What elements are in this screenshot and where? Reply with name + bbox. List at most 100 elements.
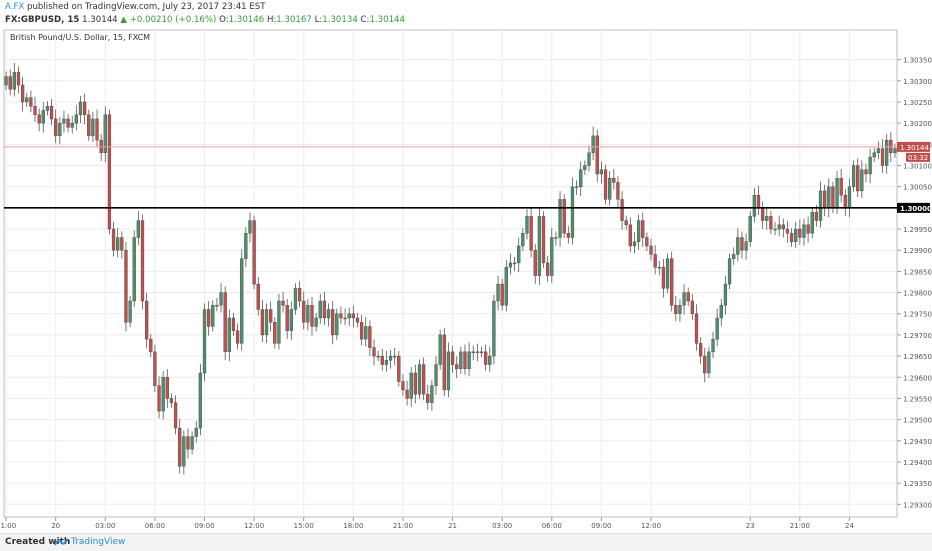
- candle-body: [616, 182, 620, 200]
- y-tick-label: 1.29350: [903, 480, 932, 488]
- author-link[interactable]: A.FX: [5, 2, 25, 12]
- candle-body: [153, 351, 157, 386]
- high-label: H:: [266, 15, 277, 25]
- y-tick-label: 1.30100: [903, 163, 932, 171]
- candle-body: [4, 76, 8, 86]
- candle-body: [781, 224, 785, 230]
- candle-body: [612, 178, 616, 183]
- candle-body: [144, 300, 149, 340]
- candle-body: [628, 224, 632, 247]
- symbol-label: FX:GBPUSD, 15: [5, 15, 80, 25]
- candle-body: [657, 266, 661, 269]
- close-label: C:: [360, 15, 370, 25]
- candle-body: [335, 313, 339, 336]
- candle-body: [496, 283, 500, 302]
- candle-body: [546, 262, 550, 276]
- candle-body: [521, 233, 525, 247]
- candle-body: [794, 228, 798, 242]
- change-value: +0.00210 (+0.16%): [129, 15, 217, 25]
- candle-body: [872, 152, 876, 158]
- candle-body: [169, 398, 174, 403]
- y-tick-label: 1.30250: [903, 99, 932, 107]
- y-tick-label: 1.29500: [903, 417, 932, 425]
- x-tick-label: 03:00: [492, 522, 512, 530]
- candle-body: [690, 300, 695, 314]
- candle-body: [760, 207, 765, 221]
- candle-body: [409, 372, 413, 399]
- candle-body: [120, 237, 124, 251]
- candle-body: [211, 305, 215, 327]
- candle-body: [326, 309, 331, 319]
- candle-body: [479, 351, 484, 354]
- candle-body: [880, 148, 885, 166]
- candle-body: [198, 372, 203, 429]
- x-tick-label: 21:00: [790, 522, 810, 530]
- candle-body: [533, 250, 537, 276]
- candle-body: [450, 351, 455, 365]
- candle-body: [194, 427, 198, 437]
- candle-body: [82, 101, 87, 115]
- x-tick-label: 24: [845, 522, 854, 530]
- y-tick-label: 1.30200: [903, 120, 932, 128]
- candle-body: [421, 364, 426, 395]
- candle-body: [430, 385, 434, 403]
- candle-body: [727, 258, 732, 285]
- x-tick-label: 06:00: [542, 522, 562, 530]
- candle-body: [426, 393, 430, 403]
- candlestick-chart[interactable]: 1.303501.303001.302501.302001.301501.301…: [0, 0, 932, 533]
- candle-body: [111, 228, 116, 251]
- x-tick-label: 15:00: [294, 522, 314, 530]
- candle-body: [252, 220, 256, 285]
- y-tick-label: 1.29700: [903, 332, 932, 340]
- tradingview-brand-link[interactable]: TradingView: [71, 537, 126, 547]
- candle-body: [732, 254, 736, 259]
- x-tick-label: 21: [448, 522, 457, 530]
- candle-body: [835, 178, 839, 209]
- candle-body: [54, 118, 58, 137]
- tradingview-logo-icon: [54, 539, 68, 546]
- x-tick-label: 03:00: [95, 522, 115, 530]
- candle-body: [206, 309, 211, 327]
- candle-body: [541, 216, 546, 264]
- candle-body: [434, 364, 438, 386]
- x-tick-label: 20: [51, 522, 60, 530]
- candle-body: [744, 241, 748, 251]
- y-tick-label: 1.29300: [903, 501, 932, 509]
- candle-body: [707, 351, 711, 374]
- candle-body: [595, 135, 599, 175]
- last-price-value: 1.30144: [82, 15, 118, 25]
- candle-body: [823, 190, 827, 209]
- candle-body: [711, 338, 715, 353]
- candle-body: [297, 288, 302, 302]
- last-price-label: 1.30144: [900, 144, 929, 152]
- candle-body: [723, 283, 728, 306]
- high-value: 1.30167: [276, 15, 312, 25]
- candle-body: [827, 186, 831, 209]
- candle-body: [698, 343, 703, 357]
- candle-body: [512, 262, 517, 265]
- candle-body: [273, 322, 277, 344]
- candle-body: [244, 233, 248, 259]
- candle-body: [765, 216, 769, 221]
- candle-body: [769, 216, 773, 230]
- candle-body: [777, 224, 781, 230]
- candle-body: [384, 360, 389, 365]
- candle-body: [58, 122, 62, 137]
- candle-body: [570, 186, 575, 238]
- y-tick-label: 1.30350: [903, 57, 932, 65]
- low-value: 1.30134: [322, 15, 358, 25]
- candle-body: [25, 97, 29, 103]
- candle-body: [91, 118, 95, 137]
- candle-body: [248, 220, 252, 234]
- candle-body: [831, 186, 835, 209]
- candle-body: [37, 114, 41, 124]
- candle-body: [314, 317, 318, 327]
- candle-body: [752, 194, 757, 217]
- candle-body: [173, 402, 178, 429]
- candle-body: [231, 317, 236, 331]
- candle-body: [322, 300, 327, 319]
- candle-body: [306, 305, 310, 323]
- candle-body: [8, 76, 12, 90]
- y-tick-label: 1.29950: [903, 226, 932, 234]
- candle-body: [277, 300, 281, 344]
